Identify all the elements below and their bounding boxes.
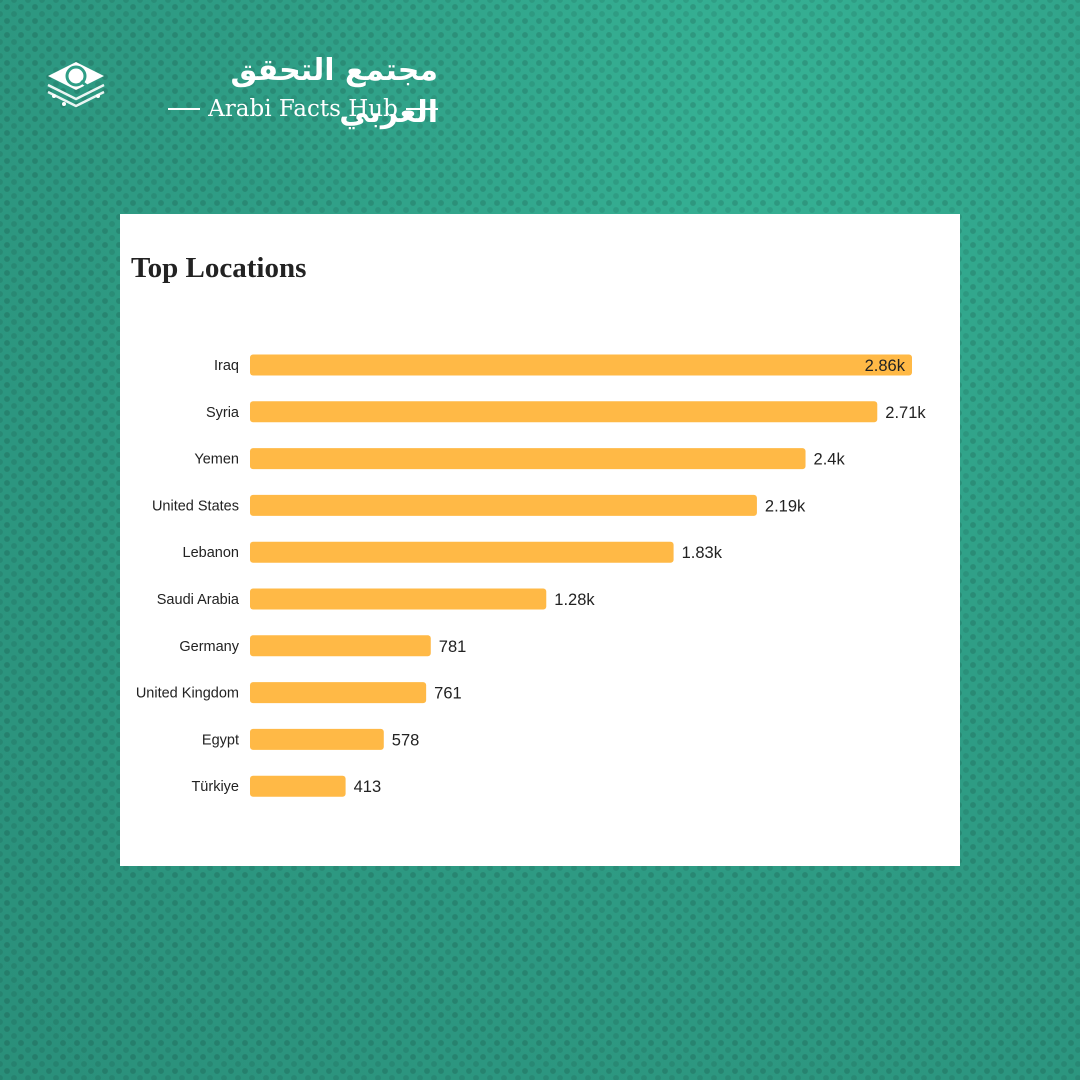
category-label-united-kingdom: United Kingdom — [136, 686, 239, 702]
value-label-yemen: 2.4k — [814, 451, 846, 469]
category-label-germany: Germany — [179, 639, 239, 655]
value-label-lebanon: 1.83k — [682, 544, 723, 562]
brand-rule-left — [168, 108, 201, 110]
category-label-lebanon: Lebanon — [183, 545, 239, 561]
bar-united-states — [250, 494, 757, 516]
brand-english-name: Arabi Facts Hub — [208, 96, 398, 122]
value-label-germany: 781 — [439, 638, 467, 656]
chart-title: Top Locations — [131, 252, 307, 284]
category-label-egypt: Egypt — [202, 732, 239, 748]
value-label-syria: 2.71k — [885, 404, 926, 422]
category-label-united-states: United States — [152, 498, 239, 514]
bar-egypt — [250, 728, 384, 750]
brand-arabic-name: مجتمع التحقق العربي — [230, 53, 438, 130]
category-label-saudi-arabia: Saudi Arabia — [157, 592, 240, 608]
bar-t-rkiye — [250, 775, 346, 797]
bar-lebanon — [250, 541, 674, 563]
bar-saudi-arabia — [250, 588, 547, 610]
brand-rule-right — [405, 108, 438, 110]
bar-yemen — [250, 448, 806, 470]
value-label-t-rkiye: 413 — [354, 778, 382, 796]
category-label-t-rkiye: Türkiye — [191, 779, 239, 795]
value-label-iraq: 2.86k — [865, 357, 906, 375]
value-label-united-kingdom: 761 — [434, 685, 462, 703]
bar-iraq — [250, 354, 912, 376]
value-label-egypt: 578 — [392, 731, 420, 749]
bar-germany — [250, 635, 431, 657]
brand-english-line: Arabi Facts Hub — [168, 94, 438, 124]
category-label-yemen: Yemen — [194, 452, 239, 468]
bar-united-kingdom — [250, 682, 427, 704]
category-label-syria: Syria — [206, 405, 240, 421]
stacked-layers-magnifier-icon — [47, 62, 105, 108]
brand-header: مجتمع التحقق العربي Arabi Facts Hub — [44, 50, 438, 130]
chart-card: Top Locations Iraq 2.86k Syria 2.71k Yemen 2.… — [120, 214, 960, 866]
bar-chart: Iraq 2.86k Syria 2.71k Yemen 2.4k United State… — [136, 354, 926, 797]
value-label-united-states: 2.19k — [765, 497, 806, 515]
value-label-saudi-arabia: 1.28k — [554, 591, 595, 609]
bar-syria — [250, 401, 878, 423]
category-label-iraq: Iraq — [214, 358, 239, 374]
